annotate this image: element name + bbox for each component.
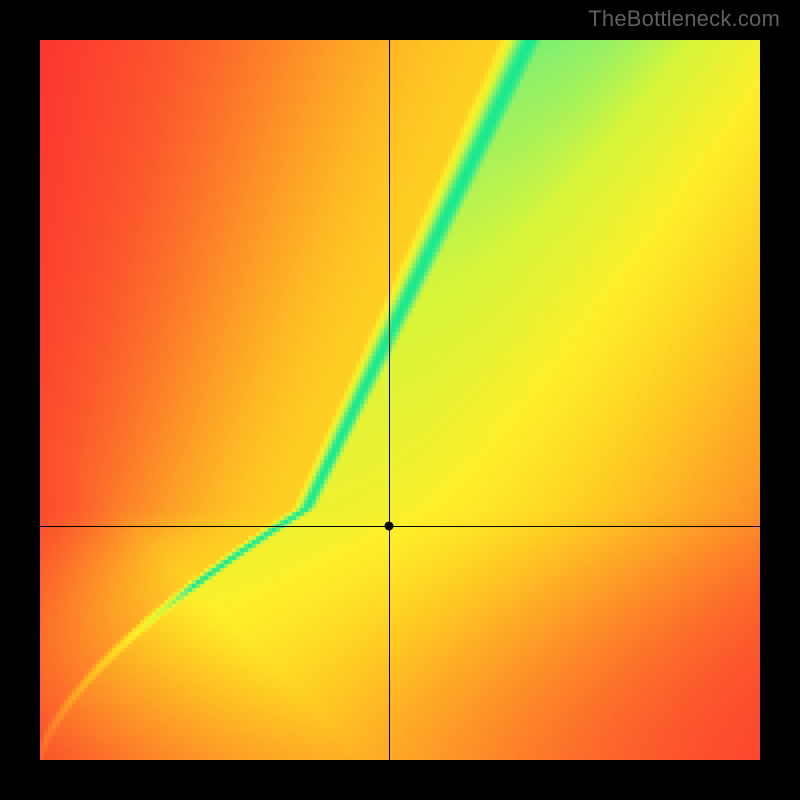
watermark-text: TheBottleneck.com	[588, 6, 780, 32]
heatmap-canvas	[40, 40, 760, 760]
chart-container: TheBottleneck.com	[0, 0, 800, 800]
plot-area	[40, 40, 760, 760]
